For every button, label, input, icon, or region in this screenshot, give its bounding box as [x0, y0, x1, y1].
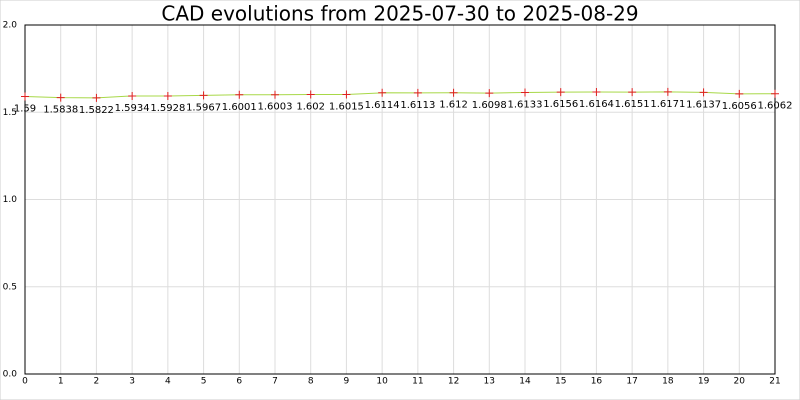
x-tick-label: 17 — [626, 377, 637, 387]
data-label: 1.6156 — [543, 99, 578, 110]
data-label: 1.612 — [439, 100, 468, 111]
y-tick-label: 0.0 — [3, 370, 18, 380]
data-label: 1.6151 — [615, 99, 650, 110]
data-label: 1.59 — [14, 104, 36, 115]
x-tick-label: 6 — [236, 377, 242, 387]
x-tick-label: 19 — [698, 377, 710, 387]
x-tick-label: 12 — [448, 377, 459, 387]
marker — [271, 90, 279, 99]
data-label: 1.6164 — [579, 99, 614, 110]
marker — [306, 90, 315, 99]
marker — [128, 91, 137, 100]
plot-frame — [24, 24, 776, 375]
data-label: 1.6001 — [222, 102, 257, 113]
x-tick-label: 14 — [519, 377, 531, 387]
data-label: 1.5928 — [150, 103, 185, 114]
x-tick-label: 21 — [769, 377, 780, 387]
data-label: 1.5934 — [115, 103, 150, 114]
data-label: 1.5838 — [43, 105, 78, 116]
x-tick-label: 1 — [58, 377, 64, 387]
x-tick-label: 5 — [201, 377, 207, 387]
data-label: 1.6003 — [258, 102, 293, 113]
marker — [56, 93, 65, 102]
data-label: 1.6113 — [400, 100, 435, 111]
marker — [92, 93, 101, 102]
x-tick-label: 0 — [22, 377, 28, 387]
x-tick-label: 3 — [129, 377, 135, 387]
marker — [735, 89, 744, 98]
marker — [485, 89, 494, 98]
x-tick-label: 18 — [662, 377, 674, 387]
chart-title: CAD evolutions from 2025-07-30 to 2025-0… — [161, 2, 638, 26]
marker — [592, 87, 601, 96]
data-label: 1.6171 — [650, 99, 685, 110]
data-label: 1.6114 — [365, 100, 400, 111]
data-label: 1.5822 — [79, 105, 114, 116]
marker — [699, 88, 708, 97]
x-tick-label: 16 — [591, 377, 603, 387]
data-label: 1.602 — [296, 101, 325, 112]
y-tick-label: 0.5 — [3, 282, 17, 292]
marker — [199, 91, 208, 100]
data-label: 1.6137 — [686, 99, 721, 110]
data-label: 1.6133 — [508, 99, 543, 110]
marker — [771, 89, 779, 98]
y-tick-label: 1.0 — [3, 195, 18, 205]
x-tick-label: 15 — [555, 377, 566, 387]
data-label: 1.6056 — [722, 101, 757, 112]
data-label: 1.6098 — [472, 100, 507, 111]
x-tick-label: 4 — [165, 377, 171, 387]
marker — [556, 88, 565, 97]
data-label: 1.5967 — [186, 102, 221, 113]
marker — [342, 90, 351, 99]
marker — [628, 88, 637, 97]
data-label: 1.6015 — [329, 102, 364, 113]
marker — [521, 88, 529, 97]
marker — [413, 88, 422, 97]
x-tick-label: 13 — [484, 377, 495, 387]
marker — [449, 88, 458, 97]
y-tick-label: 2.0 — [3, 21, 18, 31]
x-tick-label: 2 — [94, 377, 100, 387]
marker — [235, 90, 244, 99]
marker — [663, 87, 672, 96]
x-tick-label: 20 — [734, 377, 746, 387]
marker — [21, 92, 29, 101]
line — [24, 91, 776, 99]
x-tick-label: 8 — [308, 377, 314, 387]
x-tick-label: 9 — [344, 377, 350, 387]
marker — [163, 92, 172, 101]
marker — [378, 88, 387, 97]
x-tick-label: 7 — [272, 377, 278, 387]
x-tick-label: 11 — [412, 377, 423, 387]
data-label: 1.6062 — [758, 101, 793, 112]
x-tick-label: 10 — [376, 377, 388, 387]
y-tick-label: 1.5 — [3, 108, 17, 118]
